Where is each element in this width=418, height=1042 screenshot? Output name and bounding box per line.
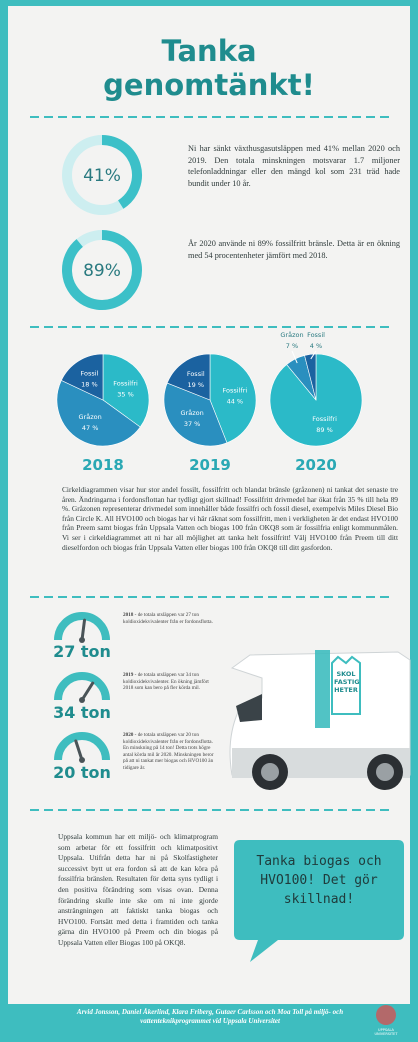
gauge-hub — [79, 637, 85, 643]
donut-label: 41% — [83, 166, 121, 186]
pie-slice — [166, 353, 211, 401]
logo — [376, 1005, 396, 1025]
slice-name: Fossil — [187, 370, 205, 378]
gauge-hub — [79, 757, 85, 763]
pie-slice — [304, 353, 317, 401]
gauge-needle — [80, 681, 95, 702]
pie-slice — [102, 353, 150, 428]
slice-label: 47 % — [82, 424, 99, 432]
slice-name: Fossilfri — [312, 415, 337, 423]
year: 2018 — [123, 612, 134, 618]
logo-line: FASTIG — [334, 678, 360, 686]
gauge-hub — [79, 697, 85, 703]
gauge-label: 20 ton — [53, 763, 111, 782]
closing-text: Uppsala kommun har ett miljö- och klimat… — [58, 832, 218, 947]
leader-line — [291, 350, 298, 364]
dividers — [30, 116, 390, 811]
slice-name: Fossilfri — [113, 380, 138, 388]
text: - de totala utsläppen var 34 ton koldiox… — [123, 672, 209, 692]
slice-name: Fossilfri — [223, 386, 248, 394]
donut-arc — [62, 230, 142, 310]
gauge-arc — [54, 732, 110, 761]
logo-line: UNIVERSITET — [374, 1032, 398, 1036]
pie-year: 2018 — [82, 456, 124, 474]
gauge-text: 2019 - de totala utsläppen var 34 ton ko… — [123, 672, 217, 692]
slice-label: 35 % — [117, 391, 134, 399]
footer: Arvid Jonsson, Daniel Åkerlind, Klara Fr… — [76, 1008, 344, 1025]
pie-slice — [163, 382, 228, 447]
title: genomtänkt! — [103, 68, 315, 102]
pie-year: 2020 — [295, 456, 337, 474]
bubble-text: Tanka biogas och HVO100! Det gör skillna… — [256, 854, 382, 907]
slice-label: 89 % — [316, 426, 333, 434]
logo-text: UPPSALA UNIVERSITET — [366, 1028, 406, 1036]
donut-arc — [101, 135, 142, 209]
year: 2019 — [123, 672, 134, 678]
year: 2020 — [123, 732, 134, 738]
slice-label: 37 % — [184, 420, 201, 428]
pie-text: Cirkeldiagrammen visar hur stor andel fo… — [62, 485, 398, 552]
slice-label: 7 % — [286, 342, 298, 350]
speech-bubble — [234, 840, 404, 962]
logo-line: SKOL — [336, 670, 356, 678]
logo-line: HETER — [334, 686, 358, 694]
donut-text: År 2020 använde ni 89% fossilfritt bräns… — [188, 239, 400, 260]
pie-slice — [56, 380, 141, 447]
panel — [8, 6, 410, 1004]
text: - de totala utsläppen var 20 ton koldiox… — [123, 732, 214, 771]
slice-name: Gråzon — [280, 330, 303, 339]
gauge-needle — [74, 739, 84, 762]
leader-line — [310, 350, 317, 360]
pie-slice — [60, 353, 104, 401]
logo-line: UPPSALA — [378, 1028, 394, 1032]
gauge-needle — [80, 618, 87, 642]
donut-label: 89% — [83, 261, 121, 281]
donut-text: Ni har sänkt växthusgasutsläppen med 41%… — [188, 144, 400, 188]
slice-label: 19 % — [188, 381, 205, 389]
gauge-arc — [54, 672, 110, 701]
van — [229, 650, 411, 790]
slice-label: 44 % — [227, 397, 244, 405]
gauge-arc — [54, 612, 110, 641]
slice-name: Gråzon — [79, 412, 102, 421]
gauge-label: 27 ton — [53, 642, 111, 661]
slice-name: Fossil — [307, 331, 325, 339]
gauge-text: 2018 - de totala utsläppen var 27 ton ko… — [123, 612, 217, 625]
slice-label: 4 % — [310, 342, 322, 350]
title: Tanka — [161, 34, 257, 68]
pie-slice — [209, 353, 257, 444]
van-logo: SKOL FASTIG HETER — [334, 670, 360, 694]
slice-name: Fossil — [81, 370, 99, 378]
text: - de totala utsläppen var 27 ton koldiox… — [123, 612, 213, 625]
gauge-label: 34 ton — [53, 703, 111, 722]
slice-name: Gråzon — [181, 408, 204, 417]
gauge-text: 2020 - de totala utsläppen var 20 ton ko… — [123, 732, 217, 772]
pie-year: 2019 — [189, 456, 231, 474]
slice-label: 18 % — [81, 381, 98, 389]
